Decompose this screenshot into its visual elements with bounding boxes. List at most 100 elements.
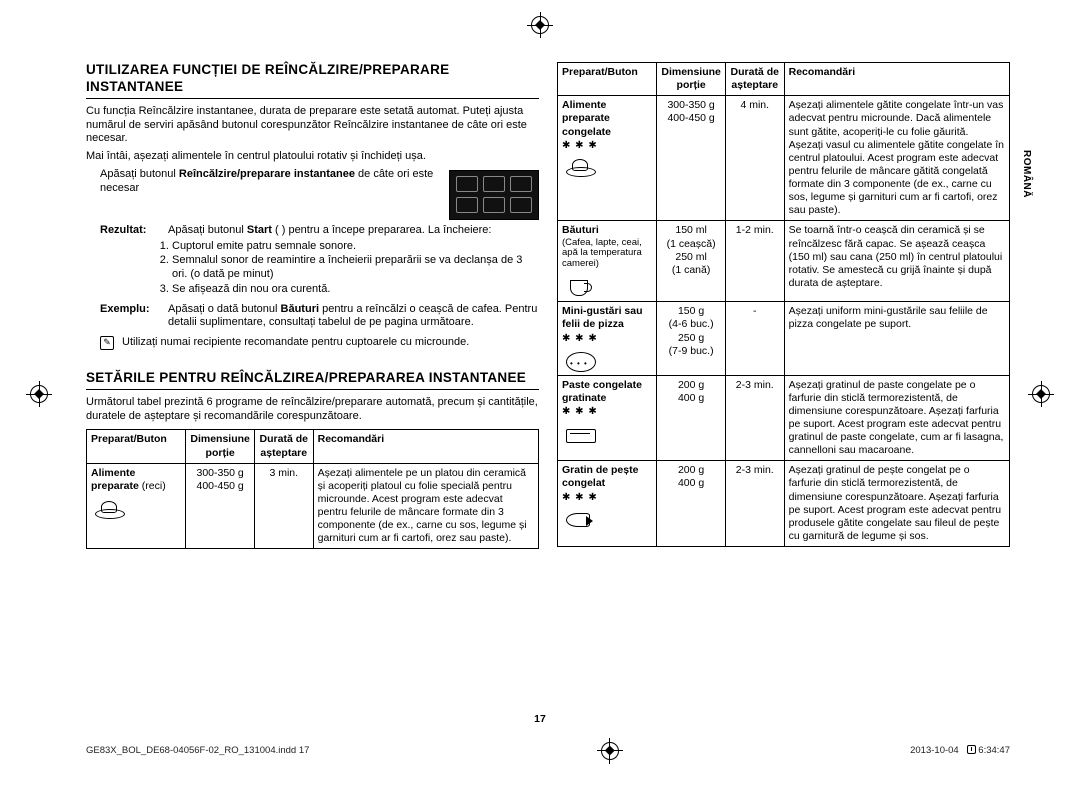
- section1-rule: [86, 98, 539, 99]
- cell-rec: Așezați alimentele pe un platou din cera…: [313, 463, 538, 549]
- note-icon: ✎: [100, 336, 114, 350]
- table-left-header: Preparat/Buton Dimensiune porție Durată …: [87, 430, 539, 463]
- footer-left: GE83X_BOL_DE68-04056F-02_RO_131004.indd …: [86, 745, 309, 757]
- cell-dur: 2-3 min.: [725, 375, 784, 461]
- rezultat-text: Apăsați butonul Start ( ) pentru a încep…: [168, 224, 539, 238]
- plate-icon: [91, 497, 127, 521]
- cell-dim: 300-350 g 400-450 g: [186, 463, 255, 549]
- prep-b: felii de pizza: [562, 318, 624, 330]
- tray-icon: [562, 421, 598, 445]
- section1-title: UTILIZAREA FUNCȚIEI DE REÎNCĂLZIRE/PREPA…: [86, 62, 539, 96]
- note-row: ✎ Utilizați numai recipiente recomandate…: [86, 336, 539, 350]
- cell-dim: 200 g 400 g: [657, 461, 726, 547]
- prep-a: Gratin de pește: [562, 464, 638, 476]
- control-panel-image: [449, 170, 539, 220]
- sec1-p1: Cu funcția Reîncălzire instantanee, dura…: [86, 105, 539, 146]
- frozen-stars-icon: ✱ ✱ ✱: [562, 334, 652, 344]
- rezultat-row: Rezultat: Apăsați butonul Start ( ) pent…: [86, 224, 539, 238]
- language-tab: ROMÂNĂ: [1020, 150, 1033, 198]
- rez-b: Start: [247, 224, 272, 236]
- footer-time: 6:34:47: [978, 745, 1010, 756]
- footer-right: 2013-10-04 6:34:47: [910, 744, 1010, 757]
- rezultat-label: Rezultat:: [100, 224, 162, 238]
- cell-dur: 4 min.: [725, 96, 784, 221]
- cell-dim: 300-350 g 400-450 g: [657, 96, 726, 221]
- cell-rec: Așezați gratinul de pește congelat pe o …: [784, 461, 1009, 547]
- th-rec: Recomandări: [313, 430, 538, 463]
- rez-c: ( ) pentru a începe prepararea. La înche…: [272, 224, 492, 236]
- th-dur: Durată de așteptare: [254, 430, 313, 463]
- cell-prep: Alimente preparate congelate ✱ ✱ ✱: [558, 96, 657, 221]
- cell-dim: 200 g 400 g: [657, 375, 726, 461]
- th-dim: Dimensiune porție: [186, 430, 255, 463]
- table-row: Alimente preparate (reci) 300-350 g 400-…: [87, 463, 539, 549]
- cell-dur: -: [725, 302, 784, 375]
- prep-a: Alimente: [562, 99, 606, 111]
- prep-a: Mini-gustări sau: [562, 305, 643, 317]
- page-content: UTILIZAREA FUNCȚIEI DE REÎNCĂLZIRE/PREPA…: [86, 62, 1010, 750]
- cell-rec: Așezați uniform mini-gustările sau felii…: [784, 302, 1009, 375]
- result-li3: Se afișează din nou ora curentă.: [172, 283, 539, 297]
- cell-prep: Mini-gustări sau felii de pizza ✱ ✱ ✱: [558, 302, 657, 375]
- cell-rec: Așezați alimentele gătite congelate într…: [784, 96, 1009, 221]
- left-column: UTILIZAREA FUNCȚIEI DE REÎNCĂLZIRE/PREPA…: [86, 62, 547, 750]
- sec1-p2: Mai întâi, așezați alimentele în centrul…: [86, 150, 539, 164]
- prep-name-c: (reci): [139, 480, 166, 492]
- ex-b: Băuturi: [281, 303, 320, 315]
- footer-center-mark: [601, 742, 619, 761]
- cell-prep: Gratin de pește congelat ✱ ✱ ✱: [558, 461, 657, 547]
- table-row: Băuturi (Cafea, lapte, ceai, apă la temp…: [558, 221, 1010, 302]
- prep-sub: (Cafea, lapte, ceai, apă la temperatura …: [562, 238, 652, 271]
- cell-prep: Paste congelate gratinate ✱ ✱ ✱: [558, 375, 657, 461]
- table-row: Gratin de pește congelat ✱ ✱ ✱ 200 g 400…: [558, 461, 1010, 547]
- prep-a: Băuturi: [562, 224, 599, 236]
- frozen-stars-icon: ✱ ✱ ✱: [562, 493, 652, 503]
- fish-icon: [562, 507, 598, 531]
- prep-c: congelate: [562, 126, 611, 138]
- pizza-icon: [562, 348, 598, 372]
- prep-b: preparate: [562, 112, 610, 124]
- prep-name-b: preparate: [91, 480, 139, 492]
- prep-b: gratinate: [562, 392, 606, 404]
- page-number: 17: [0, 713, 1080, 726]
- cell-rec: Se toarnă într-o ceașcă din ceramică și …: [784, 221, 1009, 302]
- prep-b: congelat: [562, 477, 605, 489]
- right-column: Preparat/Buton Dimensiune porție Durată …: [557, 62, 1010, 750]
- cell-dur: 1-2 min.: [725, 221, 784, 302]
- exemplu-label: Exemplu:: [100, 303, 162, 331]
- table-right-header: Preparat/Buton Dimensiune porție Durată …: [558, 63, 1010, 96]
- press-a: Apăsați butonul: [100, 168, 179, 180]
- table-row: Paste congelate gratinate ✱ ✱ ✱ 200 g 40…: [558, 375, 1010, 461]
- rez-a: Apăsați butonul: [168, 224, 247, 236]
- frozen-stars-icon: ✱ ✱ ✱: [562, 407, 652, 417]
- th-dur-r: Durată de așteptare: [725, 63, 784, 96]
- th-prep: Preparat/Buton: [87, 430, 186, 463]
- cell-dur: 2-3 min.: [725, 461, 784, 547]
- result-li1: Cuptorul emite patru semnale sonore.: [172, 240, 539, 254]
- result-li2: Semnalul sonor de reamintire a încheieri…: [172, 254, 539, 282]
- cell-prep: Băuturi (Cafea, lapte, ceai, apă la temp…: [558, 221, 657, 302]
- cup-icon: [562, 274, 598, 298]
- cell-dim: 150 ml (1 ceașcă) 250 ml (1 cană): [657, 221, 726, 302]
- crop-mark-top: [531, 16, 549, 34]
- prep-a: Paste congelate: [562, 379, 642, 391]
- table-left: Preparat/Buton Dimensiune porție Durată …: [86, 429, 539, 549]
- th-prep-r: Preparat/Buton: [558, 63, 657, 96]
- note-text: Utilizați numai recipiente recomandate p…: [122, 336, 469, 350]
- ex-a: Apăsați o dată butonul: [168, 303, 281, 315]
- section2-rule: [86, 389, 539, 390]
- table-row: Mini-gustări sau felii de pizza ✱ ✱ ✱ 15…: [558, 302, 1010, 375]
- table-right: Preparat/Buton Dimensiune porție Durată …: [557, 62, 1010, 547]
- plate-icon: [562, 155, 598, 179]
- th-rec-r: Recomandări: [784, 63, 1009, 96]
- frozen-stars-icon: ✱ ✱ ✱: [562, 141, 652, 151]
- crop-mark-right: [1032, 385, 1050, 403]
- section2-title: SETĂRILE PENTRU REÎNCĂLZIREA/PREPARAREA …: [86, 370, 539, 387]
- clock-icon: [967, 745, 976, 754]
- crop-mark-left: [30, 385, 48, 403]
- cell-dur: 3 min.: [254, 463, 313, 549]
- result-list: Cuptorul emite patru semnale sonore. Sem…: [144, 240, 539, 297]
- exemplu-text: Apăsați o dată butonul Băuturi pentru a …: [168, 303, 539, 331]
- footer: GE83X_BOL_DE68-04056F-02_RO_131004.indd …: [86, 742, 1010, 761]
- cell-dim: 150 g (4-6 buc.) 250 g (7-9 buc.): [657, 302, 726, 375]
